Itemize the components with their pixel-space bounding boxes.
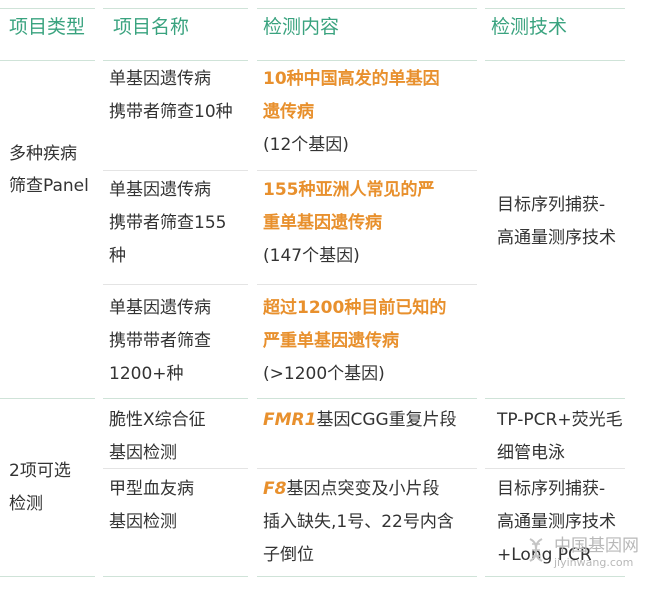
header-rule xyxy=(0,60,95,61)
bottom-rule xyxy=(257,576,477,577)
row-name-line: 脆性X综合征 xyxy=(109,410,206,430)
header-rule xyxy=(485,60,625,61)
tech-line: 细管电泳 xyxy=(497,443,565,463)
tech-line: 目标序列捕获- xyxy=(497,479,606,499)
row-rule xyxy=(257,284,477,285)
row-rule xyxy=(103,170,248,171)
content-line: 子倒位 xyxy=(263,545,314,565)
content-note: (12个基因) xyxy=(263,135,349,155)
group-rule xyxy=(0,398,95,399)
row-rule xyxy=(103,468,248,469)
content-note: (>1200个基因) xyxy=(263,364,385,384)
header-tech: 检测技术 xyxy=(491,16,568,38)
gene-symbol: FMR1 xyxy=(263,410,317,430)
row-rule xyxy=(485,468,625,469)
row-name-line: 种 xyxy=(109,246,126,266)
row-name-line: 携带者筛查10种 xyxy=(109,102,233,122)
group-type-line: 2项可选 xyxy=(9,461,71,481)
row-name-line: 携带带者筛查 xyxy=(109,331,211,351)
content-highlight: 严重单基因遗传病 xyxy=(263,331,399,351)
gene-symbol: F8 xyxy=(263,479,287,499)
content-note: (147个基因) xyxy=(263,246,360,266)
group-rule xyxy=(103,398,248,399)
row-name-line: 甲型血友病 xyxy=(109,479,194,499)
top-rule xyxy=(103,8,248,9)
tech-line: 高通量测序技术 xyxy=(497,512,616,532)
bottom-rule xyxy=(485,576,625,577)
content-highlight: 155种亚洲人常见的严 xyxy=(263,180,435,200)
top-rule xyxy=(485,8,625,9)
tech-line: +Long PCR xyxy=(497,545,592,565)
content-line: 插入缺失,1号、22号内含 xyxy=(263,512,454,532)
header-rule xyxy=(103,60,248,61)
header-content: 检测内容 xyxy=(263,16,340,38)
content-highlight: 10种中国高发的单基因 xyxy=(263,69,440,89)
group-type-line: 检测 xyxy=(9,494,43,514)
content-highlight: 重单基因遗传病 xyxy=(263,213,382,233)
header-type: 项目类型 xyxy=(9,16,86,38)
row-name-line: 1200+种 xyxy=(109,364,184,384)
row-rule xyxy=(257,468,477,469)
row-name-line: 基因检测 xyxy=(109,443,177,463)
content-highlight: 超过1200种目前已知的 xyxy=(263,298,447,318)
header-rule xyxy=(257,60,477,61)
top-rule xyxy=(0,8,95,9)
group-rule xyxy=(257,398,477,399)
row-rule xyxy=(257,170,477,171)
row-name-line: 单基因遗传病 xyxy=(109,298,211,318)
header-name: 项目名称 xyxy=(113,16,190,38)
group-rule xyxy=(485,398,625,399)
group-type-line: 多种疾病 xyxy=(9,144,77,164)
top-rule xyxy=(257,8,477,9)
row-rule xyxy=(103,284,248,285)
bottom-rule xyxy=(0,576,95,577)
content-line: FMR1基因CGG重复片段 xyxy=(263,410,457,430)
tech-line: 高通量测序技术 xyxy=(497,228,616,248)
content-highlight: 遗传病 xyxy=(263,102,314,122)
row-name-line: 基因检测 xyxy=(109,512,177,532)
tech-line: TP-PCR+荧光毛 xyxy=(497,410,623,430)
content-line: F8基因点突变及小片段 xyxy=(263,479,440,499)
tech-line: 目标序列捕获- xyxy=(497,195,606,215)
bottom-rule xyxy=(103,576,248,577)
row-name-line: 携带者筛查155 xyxy=(109,213,227,233)
group-type-line: 筛查Panel xyxy=(9,176,89,196)
row-name-line: 单基因遗传病 xyxy=(109,69,211,89)
row-name-line: 单基因遗传病 xyxy=(109,180,211,200)
